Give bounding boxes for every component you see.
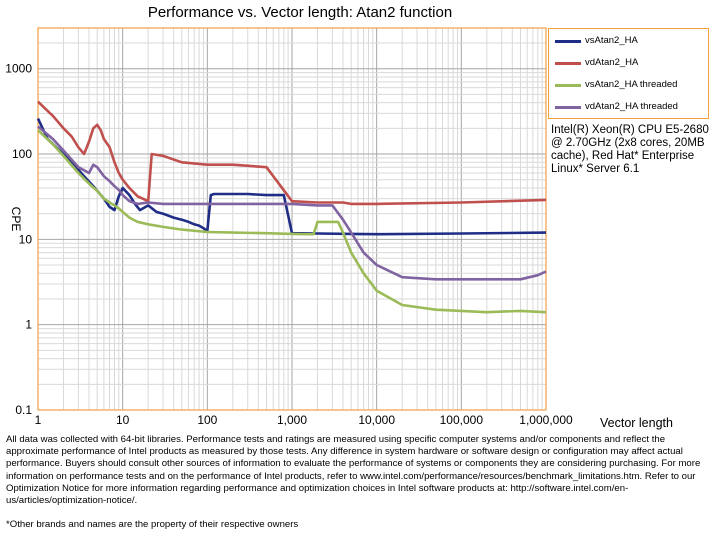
y-axis-title: CPE xyxy=(9,207,23,232)
legend-swatch xyxy=(555,84,581,87)
x-tick-label: 100 xyxy=(197,413,217,427)
series-line xyxy=(37,100,547,206)
cpu-info-text: Intel(R) Xeon(R) CPU E5-2680 @ 2.70GHz (… xyxy=(551,124,709,175)
legend-label: vsAtan2_HA threaded xyxy=(585,79,678,90)
trademark-footnote: *Other brands and names are the property… xyxy=(6,519,299,530)
legend-label: vdAtan2_HA xyxy=(585,57,639,68)
x-tick-label: 1 xyxy=(35,413,42,427)
chart-title: Performance vs. Vector length: Atan2 fun… xyxy=(147,4,453,21)
y-tick-label: 0.1 xyxy=(15,403,32,417)
plot-frame xyxy=(37,27,547,411)
x-tick-label: 1,000,000 xyxy=(519,413,573,427)
legend-label: vsAtan2_HA xyxy=(585,35,638,46)
chart-legend: vsAtan2_HA vdAtan2_HA vsAtan2_HA threaded v… xyxy=(548,28,709,119)
y-tick-label: 1 xyxy=(25,318,32,332)
x-tick-label: 10 xyxy=(116,413,130,427)
series-line xyxy=(37,125,547,281)
x-tick-label: 1,000 xyxy=(277,413,307,427)
legend-label: vdAtan2_HA threaded xyxy=(585,101,678,112)
x-tick-label: 10,000 xyxy=(358,413,395,427)
series-line xyxy=(37,129,547,314)
y-tick-label: 100 xyxy=(12,147,32,161)
y-tick-label: 1000 xyxy=(5,62,32,76)
performance-disclaimer: All data was collected with 64-bit libra… xyxy=(6,434,701,507)
legend-swatch xyxy=(555,106,581,109)
chart-plot: 1 10 100 1,000 10,000 100,000 1,000,0001000100… xyxy=(5,27,573,427)
y-tick-label: 10 xyxy=(19,232,33,246)
x-axis-title: Vector length xyxy=(600,416,673,430)
legend-swatch xyxy=(555,40,581,43)
legend-swatch xyxy=(555,62,581,65)
x-tick-label: 100,000 xyxy=(440,413,484,427)
